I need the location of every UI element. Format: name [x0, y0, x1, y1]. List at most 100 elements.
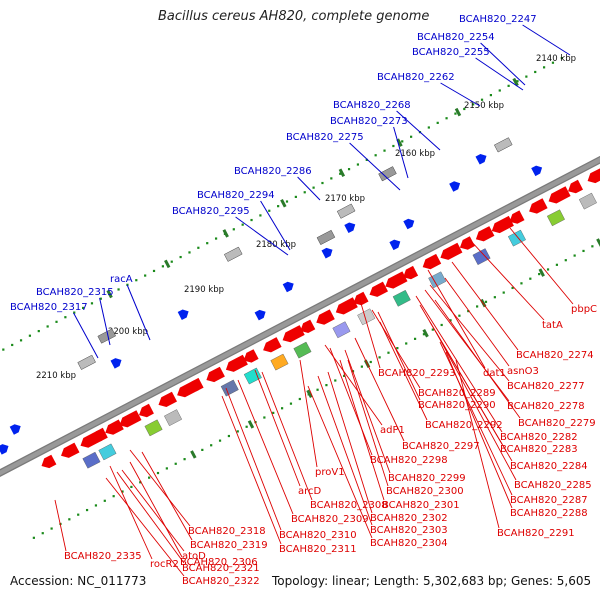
reverse-gene-label: BCAH820_2308 [310, 500, 388, 511]
reverse-gene-label: BCAH820_2279 [518, 418, 596, 429]
reverse-leader-line [455, 359, 500, 529]
reverse-leader-line [429, 321, 513, 462]
scale-dot-upper [472, 103, 475, 106]
feature-box [428, 271, 447, 289]
major-tick-lower [596, 238, 600, 247]
scale-dot-lower [387, 351, 390, 354]
reverse-leader-line [237, 379, 294, 515]
scale-dot-lower [546, 268, 550, 271]
scale-dot-upper [28, 334, 32, 337]
scale-dot-upper [542, 66, 546, 69]
tick-label: 2140 kbp [536, 54, 576, 64]
reverse-leader-line [359, 299, 381, 369]
feature-box [220, 379, 239, 397]
scale-dot-upper [268, 209, 271, 212]
scale-dot-lower [148, 476, 151, 479]
reverse-gene-label: asnO3 [507, 366, 539, 377]
scale-dot-upper [480, 98, 484, 101]
reverse-gene-arrow [509, 210, 525, 224]
scale-dot-lower [121, 490, 124, 493]
scale-dot-lower [360, 365, 363, 368]
scale-dot-lower [343, 374, 346, 377]
reverse-leader-line [424, 289, 510, 402]
reverse-gene-label: BCAH820_2290 [418, 400, 496, 411]
reverse-gene-arrow [335, 297, 358, 315]
scale-dot-upper [303, 191, 306, 194]
forward-leader-line [99, 297, 111, 346]
scale-dot-upper [534, 70, 537, 74]
tick-label: 2210 kbp [36, 371, 76, 381]
reverse-gene-label: BCAH820_2319 [190, 540, 268, 551]
reverse-gene-arrow [529, 198, 548, 214]
forward-gene-label: BCAH820_2255 [412, 47, 490, 58]
reverse-gene-arrow [459, 236, 475, 250]
scale-dot-lower [130, 485, 133, 489]
reverse-gene-label: BCAH820_2311 [279, 544, 357, 555]
reverse-leader-line [379, 321, 428, 421]
reverse-gene-arrow [300, 319, 316, 333]
reverse-leader-line [509, 227, 574, 305]
forward-gene-label: BCAH820_2247 [459, 14, 537, 25]
scale-dot-lower [511, 286, 514, 290]
scale-dot-lower [112, 495, 115, 498]
scale-dot-upper [445, 117, 448, 120]
forward-leader-line [260, 200, 291, 251]
tick-label: 2190 kbp [184, 285, 224, 295]
reverse-gene-label: BCAH820_2277 [507, 381, 585, 392]
reverse-leader-line [444, 277, 510, 367]
scale-dot-lower [263, 416, 266, 419]
reverse-gene-label: BCAH820_2282 [500, 432, 578, 443]
forward-feature-box [223, 246, 243, 262]
scale-dot-lower [210, 444, 213, 447]
tick-label: 2150 kbp [464, 101, 504, 111]
feature-box [270, 353, 289, 371]
forward-gene-label: BCAH820_2268 [333, 100, 411, 111]
reverse-gene-arrow [92, 427, 108, 442]
reverse-gene-label: BCAH820_2297 [402, 441, 480, 452]
forward-gene-label: BCAH820_2254 [417, 32, 495, 43]
reverse-leader-line [429, 284, 510, 382]
tick-label: 2160 kbp [395, 149, 435, 159]
forward-gene-arrow [282, 281, 294, 293]
reverse-leader-line [141, 451, 193, 541]
major-tick [280, 199, 287, 208]
major-tick [338, 168, 346, 177]
major-tick [512, 77, 519, 87]
scale-dot-upper [2, 348, 5, 351]
feature-box [392, 289, 411, 307]
scale-dot-upper [179, 255, 182, 259]
scale-dot-upper [259, 214, 262, 217]
scale-dot-upper [436, 121, 439, 124]
map-title: Bacillus cereus AH820, complete genome [158, 9, 430, 24]
scale-dot-upper [383, 149, 386, 152]
reverse-leader-line [415, 295, 503, 433]
scale-dot-lower [591, 245, 594, 248]
reverse-gene-label: BCAH820_2285 [514, 480, 592, 491]
reverse-gene-label: BCAH820_2292 [425, 420, 503, 431]
reverse-gene-arrow [548, 186, 571, 204]
reverse-gene-arrow [491, 215, 514, 234]
forward-leader-line [349, 142, 401, 191]
scale-dot-lower [467, 309, 470, 313]
scale-dot-upper [294, 195, 297, 199]
scale-dot-lower [573, 254, 576, 257]
reverse-gene-arrow [263, 337, 282, 353]
feature-box [164, 409, 183, 427]
reverse-leader-line [299, 359, 318, 468]
reverse-gene-label: BCAH820_2301 [382, 500, 460, 511]
scale-dot-lower [316, 388, 319, 391]
reverse-gene-label: BCAH820_2306 [180, 557, 258, 568]
reverse-leader-line [451, 261, 519, 351]
feature-box [507, 229, 526, 247]
scale-dot-lower [94, 504, 98, 507]
forward-gene-label: BCAH820_2295 [172, 206, 250, 217]
feature-box [472, 248, 491, 266]
major-tick [454, 107, 462, 117]
reverse-leader-line [109, 465, 153, 560]
forward-gene-arrow [344, 222, 356, 233]
reverse-gene-arrow [119, 410, 142, 428]
scale-dot-upper [188, 251, 191, 254]
forward-gene-arrow [0, 444, 9, 455]
scale-dot-lower [85, 508, 89, 512]
